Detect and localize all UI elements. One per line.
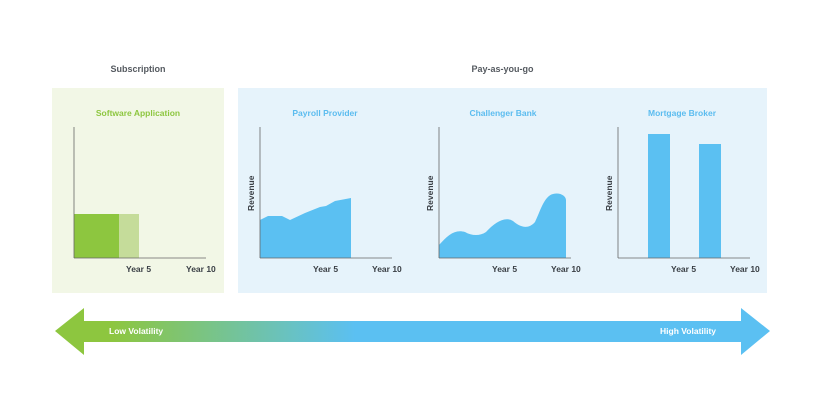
chart-challenger <box>438 127 571 259</box>
chart-software <box>73 127 206 259</box>
y-axis-label: Revenue <box>246 175 256 211</box>
tick-year10: Year 10 <box>186 264 216 274</box>
payg-heading: Pay-as-you-go <box>471 64 534 74</box>
subscription-panel <box>52 88 224 293</box>
chart-title-challenger: Challenger Bank <box>469 108 537 118</box>
subscription-heading: Subscription <box>110 64 166 74</box>
y-axis-label: Revenue <box>604 175 614 211</box>
chart-title-software: Software Application <box>95 108 181 118</box>
y-axis-label: Revenue <box>425 175 435 211</box>
volatility-arrow <box>55 308 770 355</box>
payg-panel <box>238 88 767 293</box>
chart-title-payroll: Payroll Provider <box>292 108 358 118</box>
tick-year5: Year 5 <box>313 264 339 274</box>
tick-year5: Year 5 <box>126 264 152 274</box>
chart-title-mortgage: Mortgage Broker <box>647 108 716 118</box>
tick-year10: Year 10 <box>730 264 760 274</box>
chart-payroll <box>259 127 392 259</box>
high-volatility-label: High Volatility <box>660 326 717 336</box>
tick-year10: Year 10 <box>551 264 581 274</box>
tick-year5: Year 5 <box>671 264 697 274</box>
tick-year10: Year 10 <box>372 264 402 274</box>
low-volatility-label: Low Volatility <box>109 326 164 336</box>
tick-year5: Year 5 <box>492 264 518 274</box>
chart-mortgage <box>617 127 750 259</box>
